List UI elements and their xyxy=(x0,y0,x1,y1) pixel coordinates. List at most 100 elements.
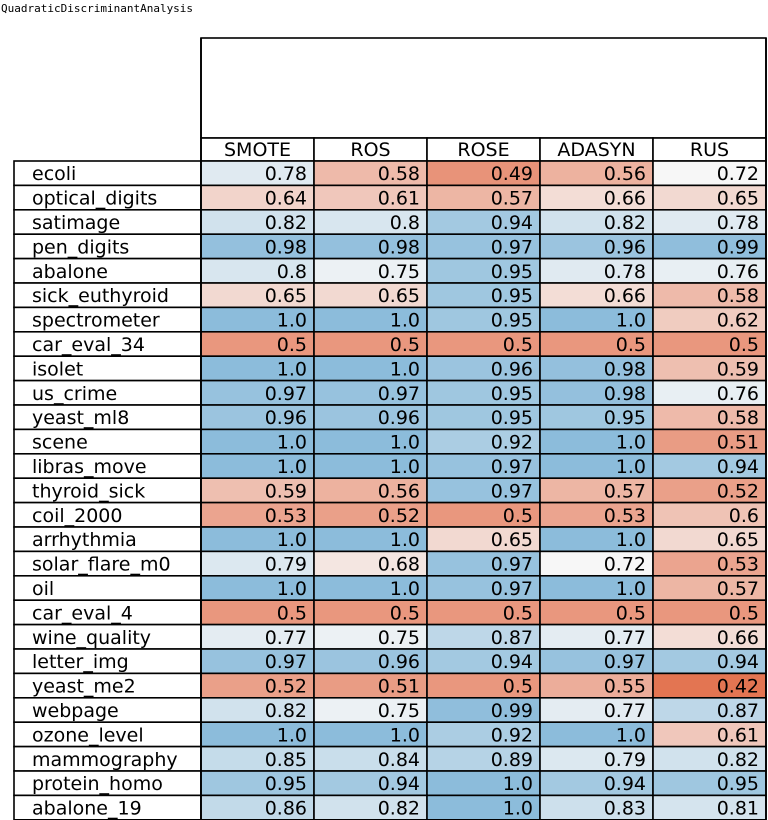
cell-value-label: 0.5 xyxy=(390,602,420,624)
cell-value-label: 0.62 xyxy=(717,310,759,332)
heatmap-cell xyxy=(652,282,767,309)
cell-value-label: 1.0 xyxy=(390,358,420,380)
row-label-webpage: webpage xyxy=(32,700,119,722)
heatmap-cell xyxy=(652,379,767,406)
heatmap-cell xyxy=(426,550,541,577)
cell-value-label: 0.77 xyxy=(265,627,307,649)
cell-value-label: 0.95 xyxy=(491,285,533,307)
cell-value-label: 0.95 xyxy=(491,407,533,429)
cell-value-label: 1.0 xyxy=(503,798,533,820)
row-label-abalone: abalone xyxy=(32,261,108,283)
cell-value-label: 0.5 xyxy=(503,334,533,356)
row-label-sick-euthyroid: sick_euthyroid xyxy=(32,285,169,307)
heatmap-cell xyxy=(313,257,428,284)
heatmap-cell xyxy=(426,672,541,699)
row-label-solar-flare-m0: solar_flare_m0 xyxy=(32,554,171,576)
row-label-mammography: mammography xyxy=(32,749,178,771)
heatmap-cell xyxy=(200,794,315,820)
cell-value-label: 1.0 xyxy=(277,456,307,478)
cell-value-label: 1.0 xyxy=(390,432,420,454)
row-label-isolet: isolet xyxy=(32,358,83,380)
cell-value-label: 1.0 xyxy=(616,310,646,332)
cell-value-label: 0.99 xyxy=(491,700,533,722)
cell-value-label: 0.89 xyxy=(491,749,533,771)
heatmap-cell xyxy=(652,721,767,748)
row-label-letter-img: letter_img xyxy=(32,651,129,673)
cell-value-label: 1.0 xyxy=(616,578,646,600)
cell-value-label: 0.95 xyxy=(491,383,533,405)
heatmap-cell xyxy=(200,696,315,723)
cell-value-label: 0.94 xyxy=(491,651,533,673)
heatmap-cell xyxy=(426,428,541,455)
row-label-car-eval-4: car_eval_4 xyxy=(32,602,133,624)
cell-value-label: 0.98 xyxy=(604,383,646,405)
cell-value-label: 0.49 xyxy=(491,163,533,185)
chart-title: QuadraticDiscriminantAnalysis xyxy=(1,2,194,15)
heatmap-cell xyxy=(652,160,767,187)
cell-value-label: 0.97 xyxy=(491,578,533,600)
cell-value-label: 0.59 xyxy=(265,480,307,502)
heatmap-cell xyxy=(313,599,428,626)
cell-value-label: 0.82 xyxy=(717,749,759,771)
row-label-abalone-19: abalone_19 xyxy=(32,798,142,820)
heatmap-cell xyxy=(426,477,541,504)
cell-value-label: 0.85 xyxy=(265,749,307,771)
cell-value-label: 0.61 xyxy=(717,724,759,746)
cell-value-label: 1.0 xyxy=(390,310,420,332)
cell-value-label: 0.68 xyxy=(378,554,420,576)
column-header-ros: ROS xyxy=(350,139,390,161)
cell-value-label: 0.5 xyxy=(503,602,533,624)
cell-value-label: 0.94 xyxy=(604,773,646,795)
cell-value-label: 0.96 xyxy=(265,407,307,429)
row-label-cell xyxy=(13,477,202,504)
cell-value-label: 0.96 xyxy=(491,358,533,380)
heatmap-cell xyxy=(652,428,767,455)
cell-value-label: 0.57 xyxy=(491,188,533,210)
heatmap-cell xyxy=(652,794,767,820)
heatmap-cell xyxy=(313,233,428,260)
cell-value-label: 0.86 xyxy=(265,798,307,820)
cell-value-label: 0.56 xyxy=(378,480,420,502)
row-label-cell xyxy=(13,379,202,406)
cell-value-label: 0.55 xyxy=(604,676,646,698)
cell-value-label: 1.0 xyxy=(277,578,307,600)
row-label-scene: scene xyxy=(32,432,88,454)
row-label-cell xyxy=(13,721,202,748)
cell-value-label: 0.87 xyxy=(717,700,759,722)
column-header-smote: SMOTE xyxy=(224,139,291,161)
cell-value-label: 0.97 xyxy=(491,456,533,478)
cell-value-label: 0.82 xyxy=(604,212,646,234)
cell-value-label: 0.78 xyxy=(265,163,307,185)
cell-value-label: 1.0 xyxy=(390,724,420,746)
heatmap-cell xyxy=(539,526,654,553)
cell-value-label: 1.0 xyxy=(616,529,646,551)
column-header-rose: ROSE xyxy=(457,139,509,161)
heatmap-cell xyxy=(652,599,767,626)
cell-value-label: 0.82 xyxy=(265,212,307,234)
row-label-libras-move: libras_move xyxy=(32,456,147,478)
cell-value-label: 0.99 xyxy=(717,236,759,258)
cell-value-label: 0.5 xyxy=(616,602,646,624)
heatmap-cell xyxy=(313,574,428,601)
heatmap-cell xyxy=(426,574,541,601)
heatmap-cell xyxy=(200,550,315,577)
cell-value-label: 0.56 xyxy=(604,163,646,185)
heatmap-cell xyxy=(200,379,315,406)
heatmap-cell xyxy=(426,623,541,650)
row-label-wine-quality: wine_quality xyxy=(32,627,151,649)
row-label-protein-homo: protein_homo xyxy=(32,773,163,795)
cell-value-label: 1.0 xyxy=(390,456,420,478)
heatmap-cell xyxy=(539,355,654,382)
cell-value-label: 0.83 xyxy=(604,798,646,820)
heatmap-cell xyxy=(426,501,541,528)
cell-value-label: 0.92 xyxy=(491,724,533,746)
heatmap-cell xyxy=(313,794,428,820)
column-header-rus: RUS xyxy=(690,139,729,161)
cell-value-label: 0.97 xyxy=(491,554,533,576)
row-label-ecoli: ecoli xyxy=(32,163,76,185)
heatmap-cell xyxy=(426,330,541,357)
cell-value-label: 0.5 xyxy=(390,334,420,356)
cell-value-label: 0.52 xyxy=(265,676,307,698)
cell-value-label: 0.72 xyxy=(717,163,759,185)
cell-value-label: 0.5 xyxy=(503,505,533,527)
